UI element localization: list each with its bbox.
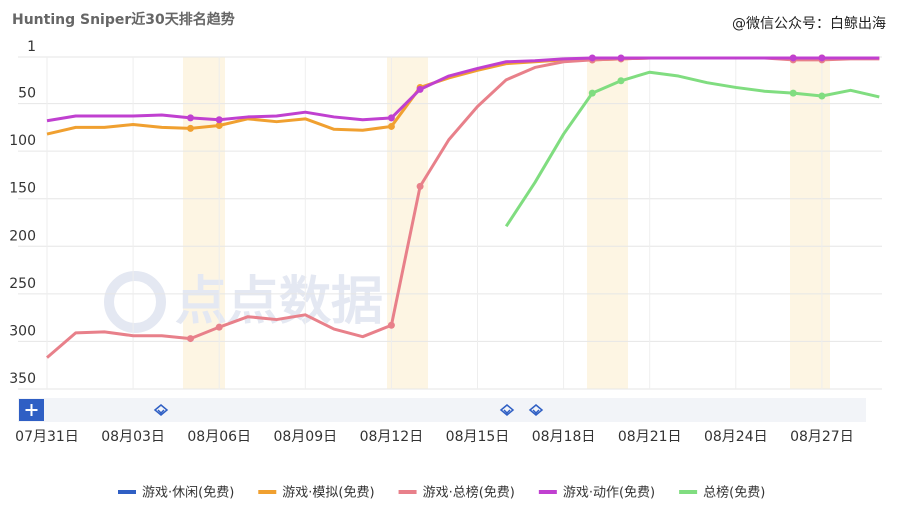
watermark: 点点数据 <box>175 272 383 332</box>
data-point <box>617 54 625 62</box>
x-tick-label: 08月06日 <box>187 429 251 445</box>
y-tick-label: 50 <box>18 86 36 102</box>
band <box>790 57 830 389</box>
data-point <box>416 85 424 93</box>
x-tick-label: 08月24日 <box>704 429 768 445</box>
legend-item[interactable]: 总榜(免费) <box>679 485 765 501</box>
y-tick-label: 350 <box>9 371 36 387</box>
data-point <box>387 122 395 130</box>
data-point <box>215 116 223 124</box>
source-label: @微信公众号：白鲸出海 <box>732 16 886 32</box>
data-point <box>588 54 596 62</box>
x-tick-label: 08月27日 <box>790 429 854 445</box>
legend-item[interactable]: 游戏·动作(免费) <box>538 486 655 501</box>
plus-icon <box>25 404 38 416</box>
data-point <box>187 335 194 343</box>
data-point <box>617 77 625 85</box>
band <box>387 57 428 389</box>
data-point <box>789 54 797 62</box>
y-tick-label: 100 <box>9 133 36 149</box>
series-line <box>504 70 880 228</box>
data-point <box>387 114 395 122</box>
legend-label: 游戏·模拟(免费) <box>282 486 374 501</box>
data-point <box>818 92 826 100</box>
slider-handles[interactable] <box>153 404 544 416</box>
data-point <box>187 124 194 132</box>
legend-swatch <box>538 490 557 494</box>
y-tick-label: 1 <box>27 39 36 55</box>
x-tick-label: 08月03日 <box>101 429 165 445</box>
y-tick-label: 300 <box>9 323 36 339</box>
y-tick-label: 150 <box>9 181 36 197</box>
legend-label: 游戏·休闲(免费) <box>142 486 234 501</box>
legend-swatch <box>258 490 277 494</box>
x-tick-label: 07月31日 <box>15 429 79 445</box>
data-point <box>789 89 797 97</box>
x-tick-label: 08月21日 <box>618 429 682 445</box>
data-point <box>215 121 223 129</box>
watermark-logo <box>104 271 166 333</box>
legend-swatch <box>118 490 136 494</box>
legend-item[interactable]: 游戏·总榜(免费) <box>398 485 515 501</box>
data-point <box>387 321 395 329</box>
y-tick-label: 200 <box>9 228 36 244</box>
data-point <box>588 89 596 97</box>
series-line <box>46 56 880 359</box>
legend-label: 游戏·总榜(免费) <box>423 485 515 501</box>
x-tick-label: 08月12日 <box>360 429 424 445</box>
zoom-slider[interactable] <box>18 398 866 422</box>
x-tick-label: 08月09日 <box>273 429 337 445</box>
chart-title: Hunting Sniper近30天排名趋势 <box>12 11 235 28</box>
x-tick-label: 08月18日 <box>532 429 596 445</box>
weekend-bands <box>183 57 830 389</box>
data-point <box>215 323 223 331</box>
legend-item[interactable]: 游戏·模拟(免费) <box>258 486 375 501</box>
series-line <box>46 56 880 123</box>
data-point <box>187 114 194 122</box>
data-point <box>416 182 424 190</box>
band <box>587 57 628 389</box>
legend-label: 总榜(免费) <box>703 485 765 501</box>
data-point <box>818 54 826 62</box>
legend-swatch <box>398 490 417 494</box>
x-tick-label: 08月15日 <box>446 429 510 445</box>
legend-item[interactable]: 游戏·休闲(免费) <box>118 486 234 501</box>
legend-swatch <box>679 490 698 494</box>
y-tick-label: 250 <box>9 276 36 292</box>
legend-label: 游戏·动作(免费) <box>563 486 655 501</box>
